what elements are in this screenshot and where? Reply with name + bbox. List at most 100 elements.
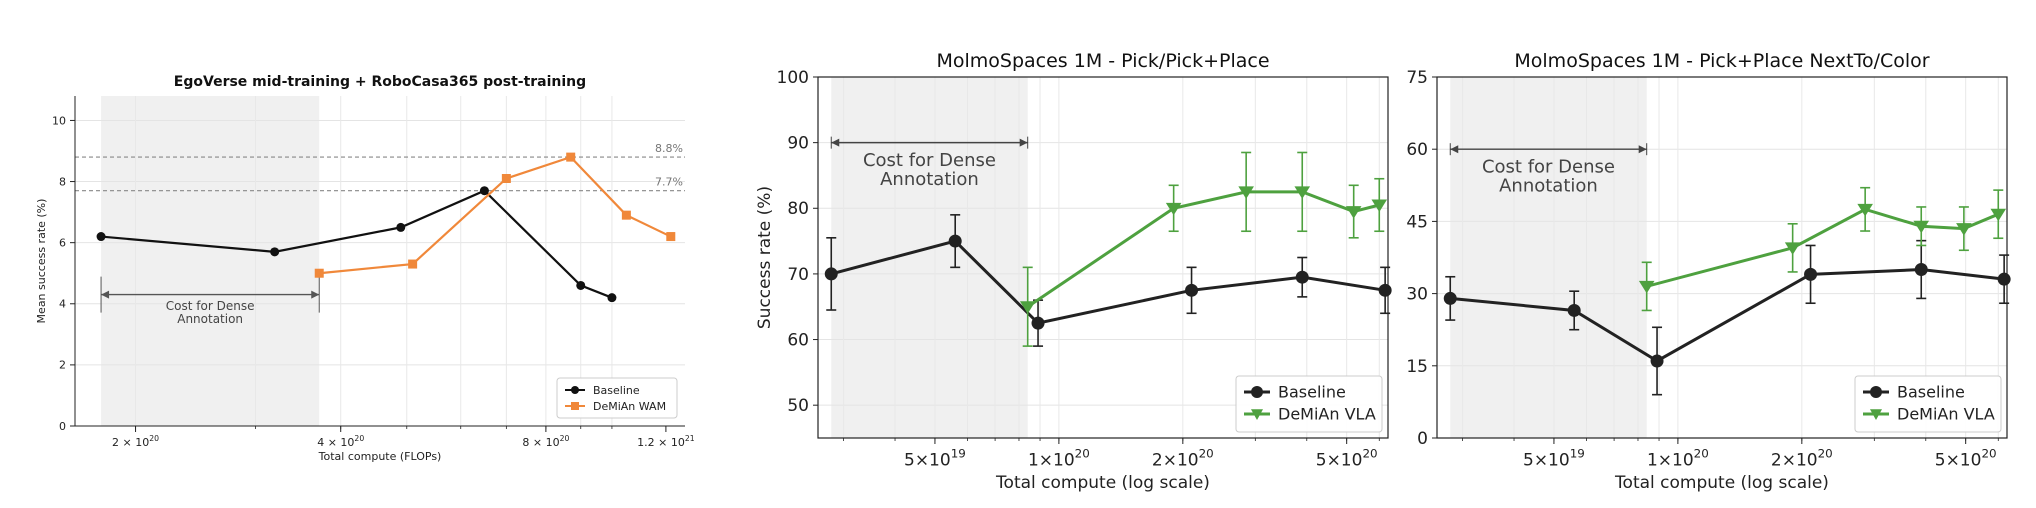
x-axis-label: Total compute (FLOPs) — [318, 450, 442, 463]
data-point — [1914, 263, 1928, 277]
shaded-region — [1450, 77, 1647, 438]
y-tick-label: 70 — [787, 265, 809, 285]
chart-title: MolmoSpaces 1M - Pick+Place NextTo/Color — [1514, 50, 1929, 72]
data-point — [408, 259, 418, 269]
x-tick-label: 5×1019 — [1523, 447, 1585, 471]
y-tick-label: 60 — [1406, 140, 1428, 160]
y-axis-label: Mean success rate (%) — [35, 199, 48, 324]
chart-panel-1: 8.8% 7.7% 0 2 4 6 8 10 2 × 1020 4 × 1020 8 × 1020 1… — [35, 74, 695, 463]
annotation-text: Cost for Dense — [1482, 157, 1615, 178]
x-tick-label: 8 × 1020 — [522, 434, 569, 449]
y-tick-label: 2 — [59, 359, 66, 372]
data-point — [1345, 206, 1362, 219]
series-demian-vla — [1019, 151, 1388, 347]
annotation-arrowhead-left — [1450, 145, 1459, 154]
data-point — [1804, 267, 1818, 281]
x-tick-label: 2×1020 — [1771, 447, 1833, 471]
data-point — [1378, 283, 1392, 297]
y-tick-label: 45 — [1406, 212, 1428, 232]
series-line — [830, 239, 1386, 325]
data-point — [501, 174, 511, 183]
legend-label: DeMiAn VLA — [1897, 405, 1995, 424]
y-tick-label: 50 — [787, 396, 809, 416]
y-tick-label: 8 — [59, 175, 66, 188]
x-tick-label: 2 × 1020 — [112, 434, 159, 449]
y-tick-label: 80 — [787, 199, 809, 219]
series-baseline — [1443, 239, 2011, 396]
y-tick-label: 15 — [1406, 357, 1428, 377]
data-point — [1857, 203, 1873, 217]
annotation-arrowhead-left — [101, 290, 110, 299]
data-point — [314, 268, 324, 278]
data-point — [479, 186, 489, 196]
legend: Baseline DeMiAn WAM — [556, 377, 678, 419]
chart-title: MolmoSpaces 1M - Pick/Pick+Place — [936, 50, 1269, 72]
series-baseline — [824, 214, 1392, 347]
x-tick-label: 2×1020 — [1152, 447, 1214, 471]
y-tick-label: 75 — [1406, 68, 1428, 88]
chart-panel-2: 50 60 70 80 90 100 5×1019 1×1020 2×1020 5×1020 Mol… — [755, 50, 1392, 493]
series-demian-wam — [314, 152, 676, 278]
data-point — [1295, 270, 1309, 284]
legend-marker — [571, 402, 579, 410]
shaded-region — [101, 96, 320, 426]
annotation-text: Annotation — [177, 312, 243, 326]
shaded-region — [831, 77, 1028, 438]
chart-title: EgoVerse mid-training + RoboCasa365 post… — [174, 74, 586, 90]
data-point — [396, 222, 406, 232]
series-line — [1450, 268, 2005, 363]
annotation-text: Annotation — [880, 169, 979, 190]
annotation-text: Cost for Dense — [166, 299, 255, 313]
reference-line-label: 7.7% — [655, 176, 683, 189]
legend-box — [1235, 375, 1383, 433]
data-point — [666, 232, 676, 242]
x-axis-label: Total compute (log scale) — [1614, 473, 1829, 493]
data-point — [1371, 199, 1388, 213]
annotation-text: Cost for Dense — [863, 150, 996, 171]
legend-label: Baseline — [1897, 383, 1965, 402]
data-point — [576, 280, 586, 290]
legend-box — [1854, 375, 2002, 433]
annotation-arrowhead-right — [311, 290, 320, 299]
legend: Baseline DeMiAn VLA — [1854, 375, 2002, 433]
data-point — [1956, 223, 1972, 236]
data-point — [948, 234, 962, 248]
legend-marker — [1870, 409, 1882, 420]
y-tick-label: 90 — [787, 134, 809, 154]
axes-frame — [1436, 76, 2008, 439]
series-demian-vla — [1638, 186, 2007, 312]
data-point — [1913, 220, 1930, 234]
data-point — [1165, 202, 1182, 216]
data-point — [566, 152, 576, 162]
data-point — [621, 210, 631, 220]
annotation-text: Annotation — [1499, 176, 1598, 197]
legend-label: Baseline — [593, 384, 640, 397]
y-tick-label: 0 — [1417, 429, 1428, 449]
x-tick-label: 1.2 × 1021 — [637, 434, 695, 449]
data-point — [1997, 272, 2011, 286]
data-point — [1238, 186, 1254, 199]
legend: Baseline DeMiAn VLA — [1235, 375, 1383, 433]
data-point — [1567, 303, 1581, 317]
data-point — [1443, 291, 1457, 305]
legend-marker — [1251, 409, 1263, 420]
data-point — [1294, 186, 1311, 199]
axes-frame — [817, 76, 1389, 439]
x-tick-label: 5×1020 — [1935, 447, 1997, 471]
legend-box — [556, 377, 678, 419]
x-tick-label: 5×1019 — [904, 447, 966, 471]
data-point — [824, 267, 838, 281]
annotation-arrowhead-right — [1638, 145, 1647, 154]
data-point — [270, 247, 280, 257]
data-point — [1650, 354, 1664, 368]
legend-marker — [1870, 386, 1882, 398]
reference-line-label: 8.8% — [655, 142, 683, 155]
x-tick-label: 4 × 1020 — [317, 434, 364, 449]
data-point — [1185, 283, 1199, 297]
y-tick-label: 4 — [59, 298, 66, 311]
series-line — [319, 155, 672, 275]
legend-marker — [1251, 386, 1263, 398]
data-point — [1990, 208, 2007, 222]
y-tick-label: 60 — [787, 330, 809, 350]
